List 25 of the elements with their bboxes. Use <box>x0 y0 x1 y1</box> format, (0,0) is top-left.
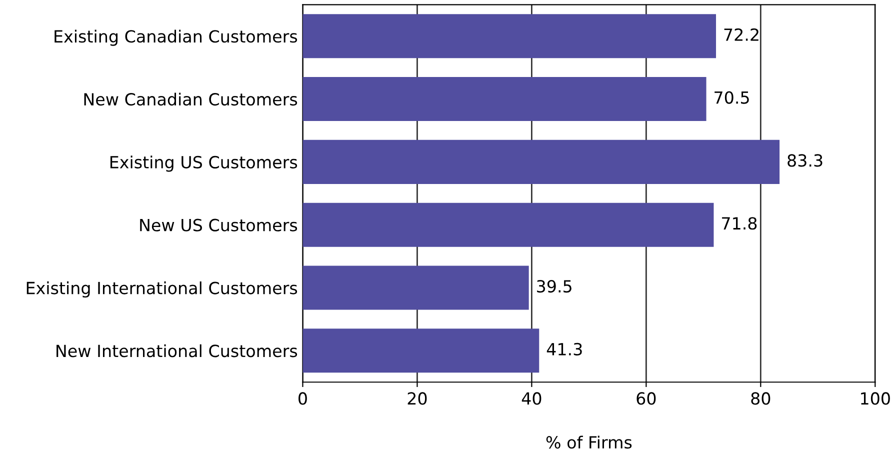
bar <box>302 77 706 122</box>
bar <box>302 14 716 58</box>
y-tick-label: New Canadian Customers <box>84 92 298 106</box>
x-tick-label: 60 <box>636 392 656 405</box>
x-tick-label: 100 <box>861 392 890 405</box>
data-label: 70.5 <box>714 91 749 104</box>
data-label: 39.5 <box>537 280 572 293</box>
y-tick-label: Existing International Customers <box>26 281 298 298</box>
y-tick-label: Existing US Customers <box>110 156 298 172</box>
data-label: 83.3 <box>788 154 822 167</box>
x-axis-title: % of Firms <box>546 436 632 449</box>
y-tick-label: New International Customers <box>56 344 298 358</box>
bar <box>302 202 714 247</box>
x-tick-label: 0 <box>298 392 307 405</box>
x-tick-label: 80 <box>751 392 770 405</box>
bar <box>302 140 780 184</box>
data-label: 71.8 <box>722 217 757 230</box>
data-label: 41.3 <box>546 342 582 356</box>
bar <box>302 328 540 373</box>
bar <box>302 266 529 310</box>
x-tick-label: 40 <box>522 392 542 405</box>
y-tick-label: New US Customers <box>140 218 298 232</box>
x-tick-label: 20 <box>408 392 427 405</box>
data-label: 72.2 <box>724 28 758 41</box>
y-tick-label: Existing Canadian Customers <box>54 30 298 46</box>
